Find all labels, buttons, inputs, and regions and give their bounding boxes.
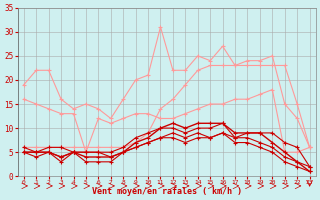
X-axis label: Vent moyen/en rafales ( km/h ): Vent moyen/en rafales ( km/h ) <box>92 187 242 196</box>
